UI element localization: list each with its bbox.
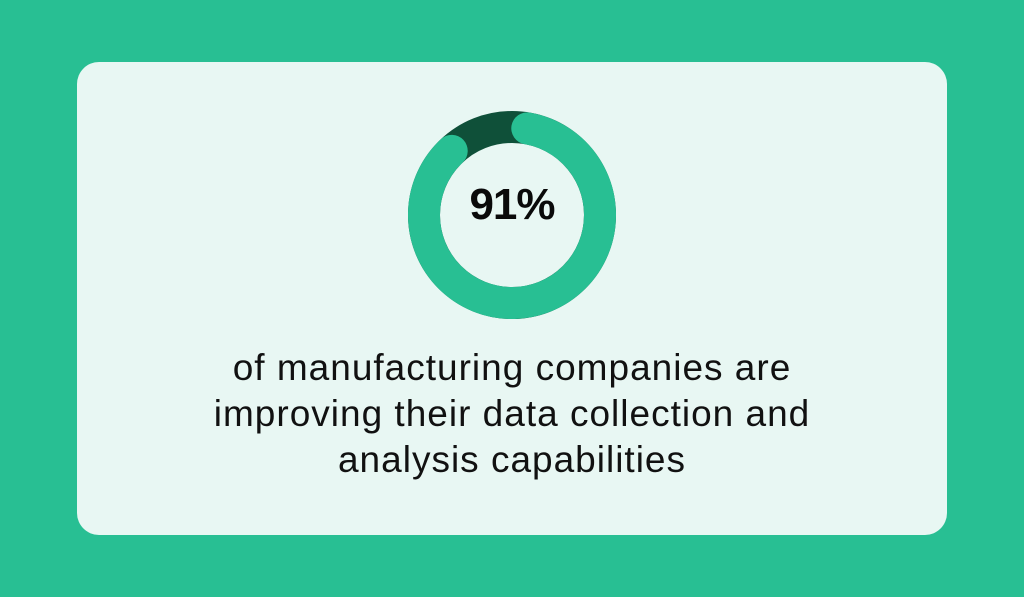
donut-filled-arc (408, 112, 616, 319)
caption-line-1: of manufacturing companies are (232, 347, 792, 388)
percentage-label: 91% (469, 180, 555, 229)
caption-line-3: analysis capabilities (337, 439, 686, 480)
donut-chart (408, 111, 616, 319)
caption-line-2: improving their data collection and (213, 393, 811, 434)
caption: of manufacturing companies are improving… (77, 345, 947, 483)
